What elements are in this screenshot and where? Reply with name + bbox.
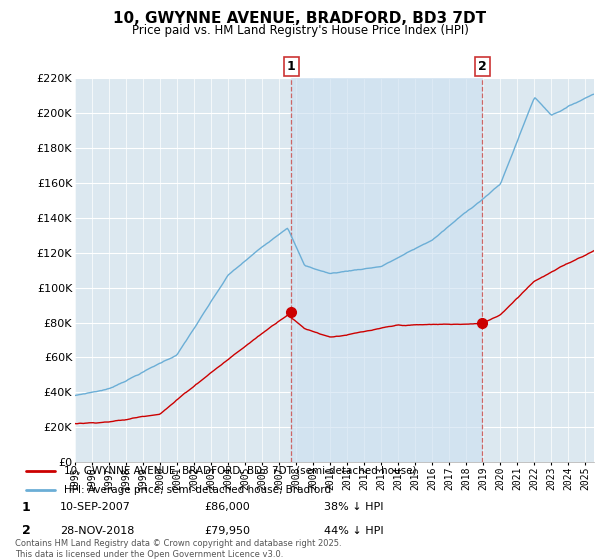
Text: 38% ↓ HPI: 38% ↓ HPI	[324, 502, 383, 512]
Text: HPI: Average price, semi-detached house, Bradford: HPI: Average price, semi-detached house,…	[64, 485, 331, 495]
Text: 1: 1	[287, 60, 295, 73]
Text: 2: 2	[22, 524, 31, 538]
Text: 10, GWYNNE AVENUE, BRADFORD, BD3 7DT: 10, GWYNNE AVENUE, BRADFORD, BD3 7DT	[113, 11, 487, 26]
Text: Contains HM Land Registry data © Crown copyright and database right 2025.
This d: Contains HM Land Registry data © Crown c…	[15, 539, 341, 559]
Text: Price paid vs. HM Land Registry's House Price Index (HPI): Price paid vs. HM Land Registry's House …	[131, 24, 469, 36]
Text: £79,950: £79,950	[204, 526, 250, 536]
Text: £86,000: £86,000	[204, 502, 250, 512]
Text: 10-SEP-2007: 10-SEP-2007	[60, 502, 131, 512]
Text: 1: 1	[22, 501, 31, 514]
Text: 28-NOV-2018: 28-NOV-2018	[60, 526, 134, 536]
Text: 44% ↓ HPI: 44% ↓ HPI	[324, 526, 383, 536]
Bar	[291, 78, 482, 462]
Text: 2: 2	[478, 60, 487, 73]
Text: 10, GWYNNE AVENUE, BRADFORD, BD3 7DT (semi-detached house): 10, GWYNNE AVENUE, BRADFORD, BD3 7DT (se…	[64, 465, 416, 475]
